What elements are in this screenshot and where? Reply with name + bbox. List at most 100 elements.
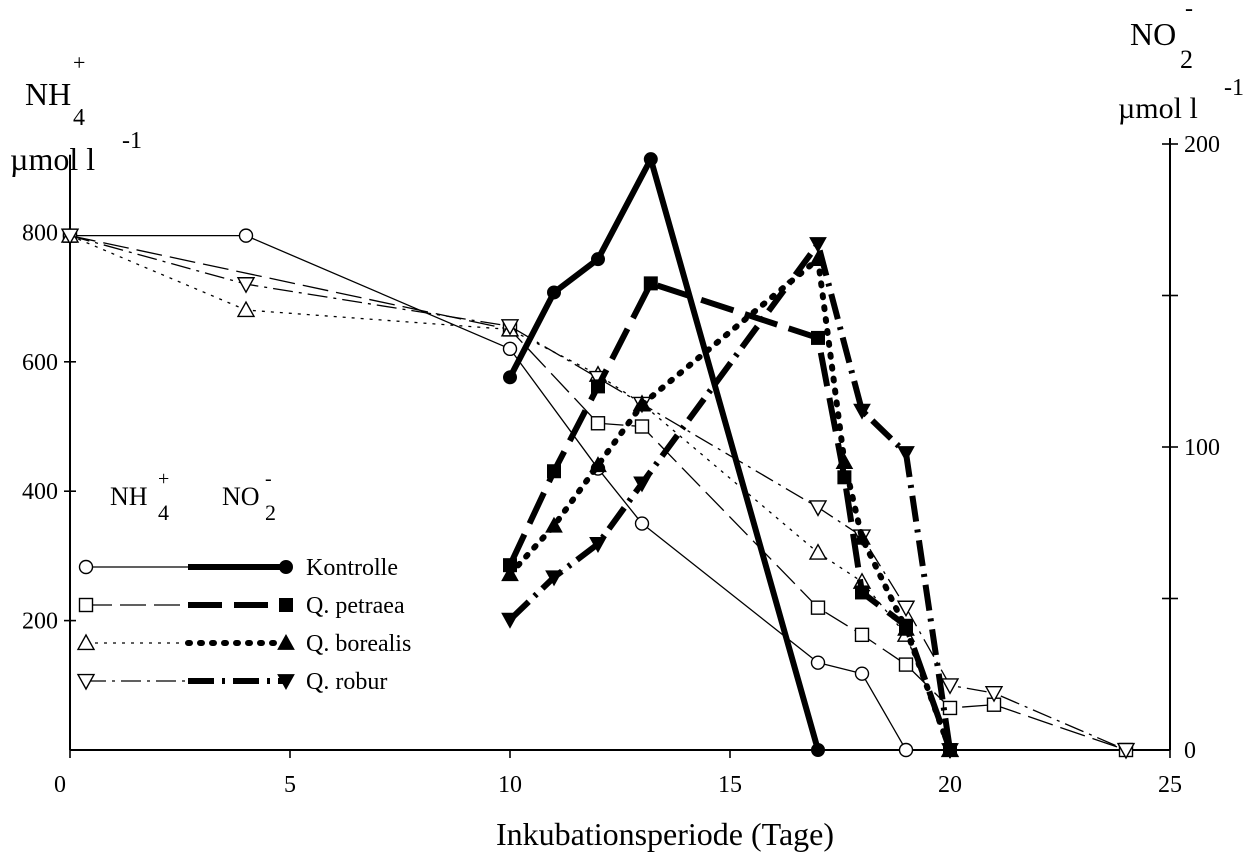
legend-marker-filled [277, 633, 295, 650]
data-point [236, 300, 256, 318]
data-point [1116, 742, 1136, 760]
data-point [643, 152, 658, 167]
legend-entry: Q. borealis [76, 631, 411, 657]
data-point [808, 500, 828, 517]
y-right-tick-label: 100 [1184, 435, 1220, 461]
data-point [854, 666, 870, 681]
data-point [896, 600, 916, 618]
legend-col2-sup: - [265, 468, 272, 490]
data-point [809, 237, 827, 254]
series-nh4-q-robur [60, 228, 1136, 760]
y-left-tick-label: 800 [22, 220, 58, 246]
data-point [854, 627, 870, 643]
series-line [70, 234, 907, 751]
data-point [589, 537, 607, 553]
legend-col1-sup: + [158, 468, 169, 490]
legend-marker-open [78, 597, 94, 613]
y-left-unit: µmol l [10, 141, 95, 177]
y-right-label-sup: - [1185, 0, 1193, 22]
legend-col1-sub: 4 [158, 500, 169, 525]
data-point [547, 285, 561, 300]
data-point [634, 419, 650, 434]
legend: NH +4 NO- 2 Kontrolle Q. petraea Q. borealis Q.… [76, 468, 411, 695]
data-point [810, 655, 826, 670]
data-point [238, 228, 254, 243]
legend-label: Q. borealis [306, 631, 411, 657]
legend-marker-filled [279, 560, 293, 574]
legend-label: Kontrolle [306, 555, 398, 581]
legend-label: Q. robur [306, 669, 387, 695]
legend-entry: Q. petraea [78, 593, 405, 619]
data-point [633, 476, 651, 493]
y-left-tick-label: 400 [22, 479, 58, 505]
data-point [634, 516, 650, 531]
y-left-label-base: NH [25, 76, 71, 112]
data-point [60, 228, 80, 246]
legend-label: Q. petraea [306, 593, 405, 619]
data-point [503, 370, 517, 385]
data-point [545, 570, 563, 587]
data-point [853, 403, 871, 420]
legend-marker-filled [277, 674, 295, 691]
y-left-tick-label: 200 [22, 609, 58, 635]
data-point [590, 416, 606, 431]
data-point [835, 453, 854, 470]
data-point [811, 330, 825, 345]
legend-col2-sub: 2 [265, 500, 276, 525]
y-right-label-base: NO [1130, 16, 1176, 52]
data-point [810, 600, 826, 615]
y-right-unit-sup: -1 [1224, 75, 1244, 101]
data-point [502, 341, 518, 357]
x-tick-label: 20 [938, 772, 962, 798]
legend-entry: Kontrolle [78, 555, 398, 581]
data-point [500, 319, 520, 336]
y-left-unit-sup: -1 [122, 128, 142, 154]
series-nh4-kontrolle [62, 228, 914, 758]
series-line [69, 235, 951, 751]
legend-entry: Q. robur [76, 669, 387, 695]
x-tick-label: 0 [54, 772, 66, 798]
x-tick-label: 15 [718, 772, 742, 798]
data-point [811, 743, 825, 757]
series-no2-q-robur [501, 237, 959, 760]
data-point [898, 657, 914, 672]
data-point [898, 742, 914, 758]
legend-marker-open [76, 633, 96, 651]
series-no2-kontrolle [503, 152, 825, 757]
x-tick-label: 10 [498, 772, 522, 798]
y-left-tick-label: 600 [22, 350, 58, 376]
y-left-label-sub: 4 [73, 105, 85, 131]
series-line [507, 256, 953, 753]
x-tick-label: 5 [284, 772, 296, 798]
data-point [501, 565, 519, 582]
legend-marker-filled [279, 598, 293, 612]
x-tick-label: 25 [1158, 772, 1182, 798]
data-point [633, 395, 651, 412]
data-point [897, 446, 915, 463]
y-right-tick-label: 200 [1184, 132, 1220, 158]
data-point [808, 543, 828, 560]
y-right-tick-label: 0 [1184, 738, 1196, 764]
data-point [940, 678, 960, 695]
legend-col2-base: NO [222, 482, 260, 511]
data-point [547, 464, 561, 479]
series-no2-q-petraea [503, 276, 957, 757]
series-no2-q-borealis [501, 250, 959, 757]
data-point [853, 528, 871, 545]
data-point [984, 685, 1004, 703]
data-point [643, 276, 658, 291]
legend-marker-open [76, 673, 96, 691]
legend-col1-base: NH [110, 482, 148, 511]
data-point [591, 379, 605, 394]
x-axis-label: Inkubationsperiode (Tage) [496, 816, 834, 852]
data-point [897, 619, 915, 636]
data-point [941, 743, 959, 760]
data-point [501, 612, 519, 629]
data-point [855, 585, 869, 600]
data-point [236, 277, 256, 294]
data-point [589, 456, 607, 473]
y-left-label-sup: + [73, 50, 85, 75]
y-right-label-sub: 2 [1180, 45, 1193, 74]
data-point [591, 252, 605, 267]
